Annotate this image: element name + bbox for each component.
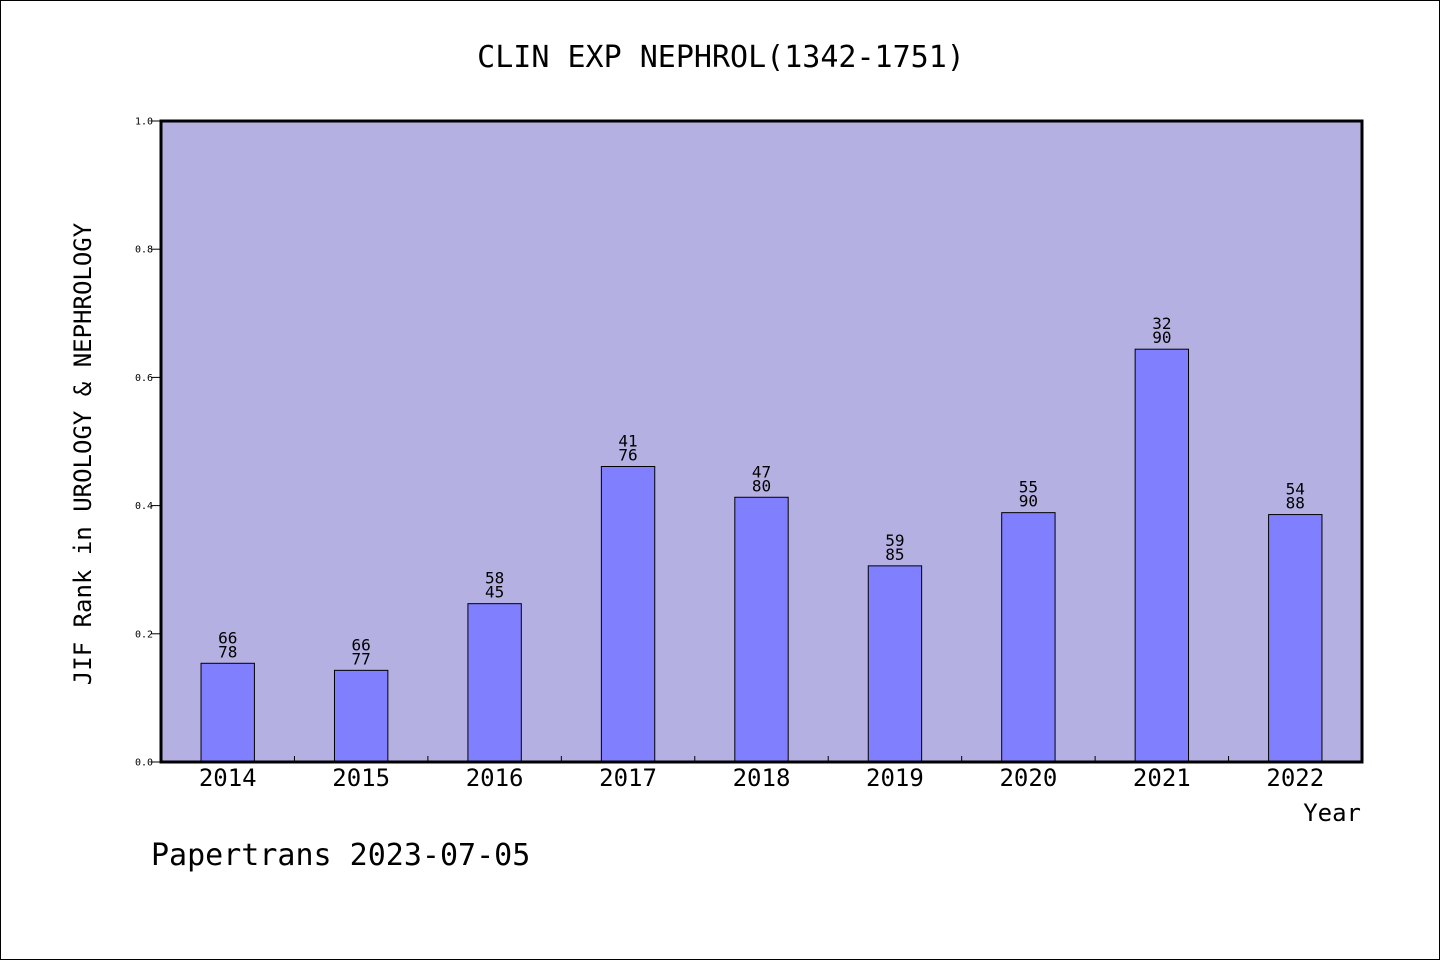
plot-border [159,119,1364,764]
x-tick-label: 2021 [1133,764,1191,792]
bar-label-top: 66 [352,635,371,654]
bar [1134,348,1190,763]
bar-label-bottom: 45 [485,583,504,602]
x-tick-label: 2020 [999,764,1057,792]
y-tick-label: 0.8 [135,245,153,256]
bar-label-bottom: 90 [1019,492,1038,511]
bar-label-bottom: 76 [618,445,637,464]
x-axis-label: Year [1303,799,1361,827]
bar-label-bottom: 78 [218,642,237,661]
bar-label-bottom: 85 [885,545,904,564]
bar-label-bottom: 80 [752,476,771,495]
y-tick-label: 0.4 [135,501,153,512]
bar-label-top: 66 [218,628,237,647]
bar [734,496,789,763]
footer-text: Papertrans 2023-07-05 [151,838,530,873]
y-tick-label: 0.2 [135,629,153,640]
bar [1268,514,1323,763]
x-tick-label: 2017 [599,764,657,792]
bar [200,662,255,763]
bar-label-bottom: 90 [1152,328,1171,347]
x-ticks-group: 2014 2015 2016 2017 2018 2019 2020 2021 2022 [199,756,1324,792]
bar [600,466,656,763]
bar [1001,512,1056,763]
chart-title: CLIN EXP NEPHROL(1342-1751) [477,40,965,75]
bar-label-top: 32 [1152,314,1171,333]
bar-label-top: 59 [885,531,904,550]
y-axis-label: JIF Rank in UROLOGY & NEPHROLOGY [69,222,97,685]
y-tick-label: 0.6 [135,373,153,384]
bar-label-top: 54 [1286,480,1305,499]
bar-label-top: 47 [752,462,771,481]
bar-label-bottom: 88 [1286,494,1305,513]
x-tick-label: 2014 [199,764,257,792]
y-tick-label: 1.0 [135,117,153,128]
x-tick-label: 2019 [866,764,924,792]
bar [467,603,522,763]
y-tick-label: 0.0 [135,758,153,769]
x-tick-label: 2016 [466,764,524,792]
x-tick-label: 2022 [1266,764,1324,792]
y-ticks-group: 0.0 0.2 0.4 0.6 0.8 1.0 [135,117,161,769]
x-tick-label: 2015 [332,764,390,792]
bar [333,669,389,763]
bar [867,565,923,763]
x-tick-label: 2018 [733,764,791,792]
bar-label-bottom: 77 [352,649,371,668]
bar-label-top: 58 [485,569,504,588]
bar-label-top: 55 [1019,478,1038,497]
bar-label-top: 41 [618,431,637,450]
